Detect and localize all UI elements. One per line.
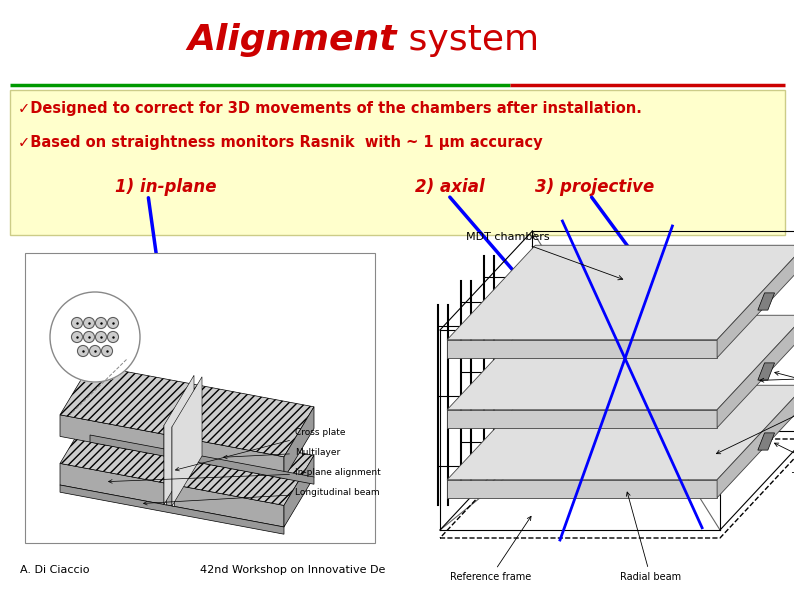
Circle shape [90,346,101,356]
Bar [25,253,375,543]
Circle shape [50,292,140,382]
Polygon shape [447,340,717,358]
Polygon shape [447,385,794,480]
Text: 3) projective: 3) projective [535,178,654,196]
Polygon shape [717,245,794,358]
Polygon shape [60,485,284,534]
Polygon shape [757,433,775,450]
Text: 2) axial: 2) axial [415,178,485,196]
Text: Proximity sensor: Proximity sensor [775,371,794,397]
Polygon shape [284,407,314,478]
Text: Longitudinal beam: Longitudinal beam [144,488,380,505]
Circle shape [107,318,118,328]
Circle shape [83,318,94,328]
Polygon shape [172,377,202,506]
Text: ✓Designed to correct for 3D movements of the chambers after installation.: ✓Designed to correct for 3D movements of… [18,101,642,115]
Text: A. Di Ciaccio: A. Di Ciaccio [20,565,90,575]
Circle shape [78,346,88,356]
Polygon shape [60,365,314,457]
Polygon shape [164,425,167,505]
Circle shape [102,346,113,356]
Polygon shape [757,363,775,380]
Polygon shape [90,435,314,484]
Text: system: system [397,23,539,57]
Circle shape [71,331,83,343]
Polygon shape [447,410,717,428]
Text: 1) in-plane: 1) in-plane [115,178,217,196]
Text: ✓Based on straightness monitors Rasnik  with ~ 1 μm accuracy: ✓Based on straightness monitors Rasnik w… [18,134,542,149]
Circle shape [95,318,106,328]
Text: In-plane alignment: In-plane alignment [109,468,381,483]
Text: Multilayer: Multilayer [224,448,341,459]
Polygon shape [284,455,314,527]
Text: Projective
ray: Projective ray [716,386,794,454]
Text: Alignment: Alignment [187,23,397,57]
FancyBboxPatch shape [10,90,785,235]
Polygon shape [60,414,314,505]
Polygon shape [447,315,794,410]
Polygon shape [60,464,284,527]
Text: Cross plate: Cross plate [175,428,345,471]
Polygon shape [447,480,717,498]
Circle shape [107,331,118,343]
Polygon shape [757,293,775,310]
Polygon shape [60,415,284,478]
Text: Reference frame: Reference frame [450,516,531,582]
Circle shape [95,331,106,343]
Text: 42nd Workshop on Innovative De: 42nd Workshop on Innovative De [200,565,385,575]
Polygon shape [164,375,194,505]
Text: Radial beam: Radial beam [620,492,681,582]
Text: Axial Beam: Axial Beam [760,372,794,383]
Polygon shape [717,385,794,498]
Text: Transparent Si sensor: Transparent Si sensor [774,443,794,483]
Text: MDT chambers: MDT chambers [466,233,622,280]
Polygon shape [447,245,794,340]
Circle shape [83,331,94,343]
Circle shape [71,318,83,328]
Polygon shape [717,315,794,428]
Polygon shape [172,427,175,506]
